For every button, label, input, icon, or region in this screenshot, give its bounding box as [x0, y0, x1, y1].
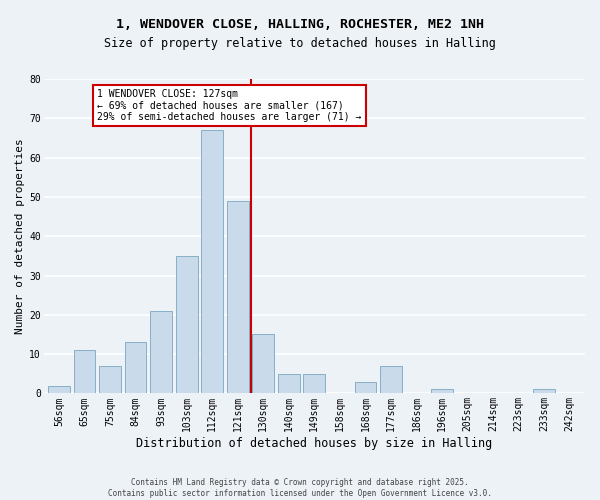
Bar — [431, 390, 453, 394]
Bar — [150, 311, 172, 394]
Bar — [278, 374, 299, 394]
Bar — [380, 366, 402, 394]
Bar — [48, 386, 70, 394]
Bar — [355, 382, 376, 394]
Bar — [74, 350, 95, 394]
Text: Size of property relative to detached houses in Halling: Size of property relative to detached ho… — [104, 38, 496, 51]
Bar — [99, 366, 121, 394]
Bar — [304, 374, 325, 394]
Y-axis label: Number of detached properties: Number of detached properties — [15, 138, 25, 334]
Text: 1, WENDOVER CLOSE, HALLING, ROCHESTER, ME2 1NH: 1, WENDOVER CLOSE, HALLING, ROCHESTER, M… — [116, 18, 484, 30]
Bar — [533, 390, 555, 394]
Bar — [125, 342, 146, 394]
Bar — [202, 130, 223, 394]
Bar — [253, 334, 274, 394]
Text: 1 WENDOVER CLOSE: 127sqm
← 69% of detached houses are smaller (167)
29% of semi-: 1 WENDOVER CLOSE: 127sqm ← 69% of detach… — [97, 89, 362, 122]
Bar — [227, 201, 248, 394]
X-axis label: Distribution of detached houses by size in Halling: Distribution of detached houses by size … — [136, 437, 493, 450]
Bar — [176, 256, 197, 394]
Text: Contains HM Land Registry data © Crown copyright and database right 2025.
Contai: Contains HM Land Registry data © Crown c… — [108, 478, 492, 498]
